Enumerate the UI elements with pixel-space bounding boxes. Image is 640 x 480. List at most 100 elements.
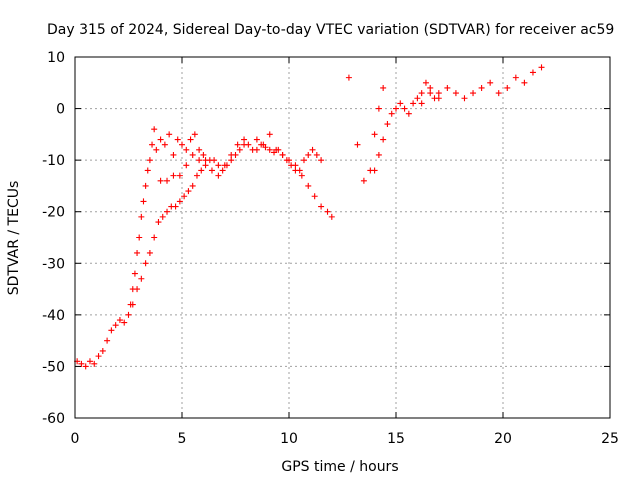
- data-point: [164, 177, 171, 184]
- data-point: [313, 151, 320, 158]
- x-tick-label: 0: [71, 431, 80, 447]
- data-point: [153, 146, 160, 153]
- series-track-upper: [153, 131, 207, 164]
- data-point: [215, 162, 222, 169]
- y-axis-ticks: -60 -50 -40 -30 -20 -10 0 10: [42, 50, 610, 427]
- data-point: [305, 151, 312, 158]
- data-point: [354, 141, 361, 148]
- data-point: [266, 146, 273, 153]
- y-tick-label: -20: [42, 205, 65, 221]
- data-point: [461, 95, 468, 102]
- data-point: [452, 90, 459, 97]
- x-axis-label: GPS time / hours: [281, 459, 398, 475]
- data-point: [161, 141, 168, 148]
- data-point: [82, 363, 89, 370]
- data-point: [200, 151, 207, 158]
- data-point: [136, 234, 143, 241]
- x-tick-label: 10: [280, 431, 298, 447]
- series-track-main: [74, 141, 325, 370]
- data-point: [260, 141, 267, 148]
- data-point: [418, 90, 425, 97]
- data-point: [95, 353, 102, 360]
- data-point: [196, 146, 203, 153]
- data-point: [487, 79, 494, 86]
- data-point: [189, 182, 196, 189]
- data-point: [108, 327, 115, 334]
- x-tick-label: 15: [387, 431, 405, 447]
- data-point: [328, 213, 335, 220]
- data-point: [360, 177, 367, 184]
- data-point: [397, 100, 404, 107]
- data-point: [410, 100, 417, 107]
- y-tick-label: 0: [56, 102, 65, 118]
- data-point: [221, 162, 228, 169]
- data-point: [146, 249, 153, 256]
- data-point: [179, 141, 185, 148]
- data-point: [388, 110, 395, 117]
- data-point: [189, 151, 196, 158]
- x-tick-label: 5: [178, 431, 187, 447]
- data-point: [91, 360, 98, 367]
- data-point: [253, 136, 260, 143]
- data-point: [380, 136, 387, 143]
- data-point: [318, 203, 325, 210]
- data-point: [134, 249, 141, 256]
- data-point: [401, 105, 408, 112]
- data-point: [427, 84, 434, 91]
- x-tick-label: 20: [494, 431, 512, 447]
- series-track-late-1: [345, 74, 387, 184]
- data-point: [155, 219, 162, 226]
- data-point: [170, 172, 177, 179]
- data-point: [435, 95, 442, 102]
- data-point: [393, 105, 399, 112]
- data-point: [418, 100, 425, 107]
- data-point: [444, 84, 451, 91]
- data-point: [292, 162, 299, 169]
- data-point: [187, 136, 194, 143]
- data-point: [318, 157, 325, 164]
- data-point: [159, 213, 166, 220]
- data-point: [138, 213, 145, 220]
- data-point: [142, 260, 149, 267]
- data-point: [512, 74, 519, 81]
- data-point: [384, 121, 391, 128]
- data-point: [121, 319, 128, 326]
- data-point: [164, 208, 171, 215]
- data-point: [345, 74, 352, 81]
- data-point: [253, 146, 260, 153]
- data-point: [125, 311, 132, 318]
- data-point: [131, 270, 138, 277]
- data-point: [142, 182, 149, 189]
- data-point: [236, 146, 243, 153]
- plot-frame: [74, 56, 611, 419]
- data-point: [305, 182, 312, 189]
- data-point: [198, 167, 205, 174]
- data-point: [176, 198, 183, 205]
- data-point: [149, 141, 156, 148]
- data-point: [266, 131, 273, 138]
- data-point: [185, 188, 192, 195]
- data-point: [279, 151, 286, 158]
- data-point: [371, 131, 378, 138]
- grid-lines: [75, 57, 610, 418]
- data-point: [228, 157, 235, 164]
- data-point: [435, 90, 442, 97]
- y-tick-label: -10: [42, 153, 65, 169]
- series-track-steep: [127, 126, 158, 308]
- data-point: [375, 151, 382, 158]
- data-point: [193, 172, 200, 179]
- data-point: [138, 275, 145, 282]
- y-tick-label: 10: [47, 50, 65, 66]
- y-axis-label: SDTVAR / TECUs: [6, 181, 22, 296]
- chart-title: Day 315 of 2024, Sidereal Day-to-day VTE…: [47, 22, 614, 38]
- series-track-night: [418, 64, 545, 107]
- data-point: [375, 105, 382, 112]
- data-point: [228, 151, 235, 158]
- data-point: [380, 84, 387, 91]
- data-point: [129, 286, 136, 293]
- data-point: [529, 69, 536, 76]
- data-point: [183, 146, 190, 153]
- data-point: [112, 322, 119, 329]
- data-point: [371, 167, 378, 174]
